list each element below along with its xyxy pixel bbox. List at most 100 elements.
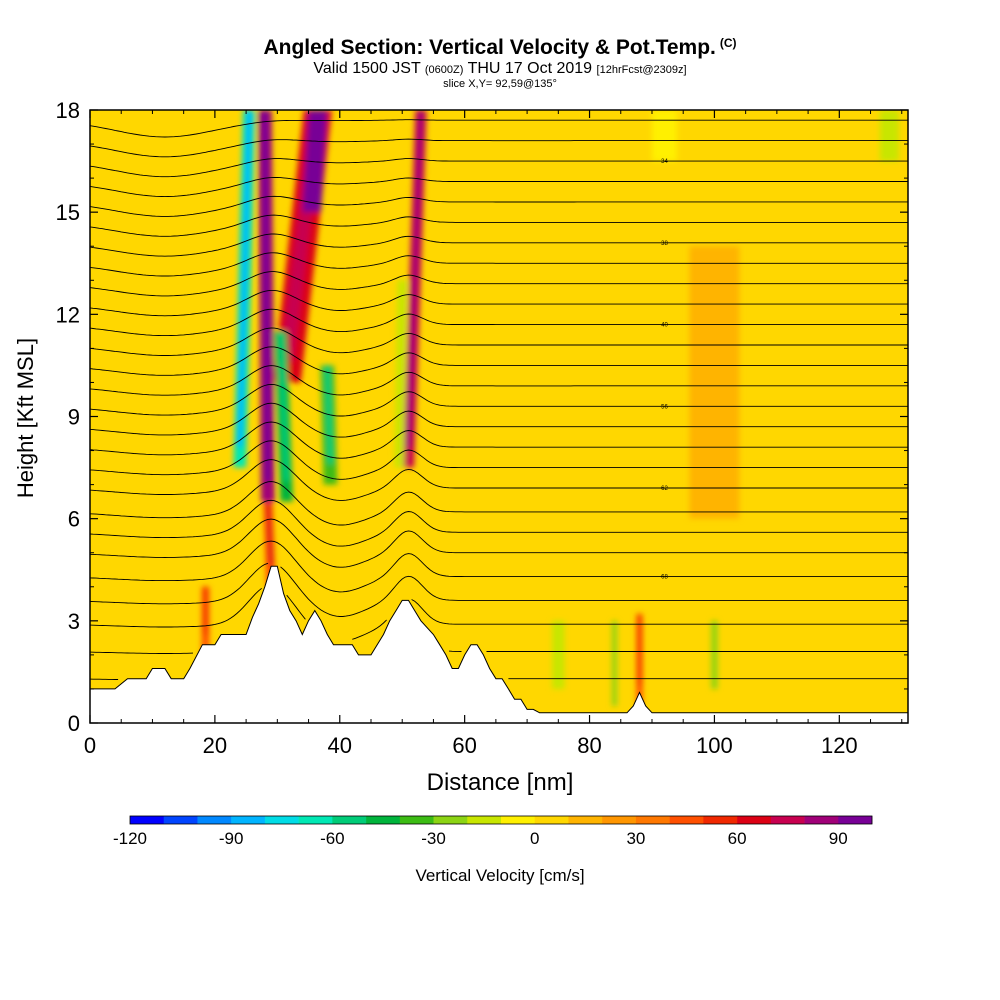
isentrope-26 — [90, 119, 908, 138]
isentrope-9 — [90, 440, 908, 480]
y-tick-label: 18 — [56, 98, 80, 123]
isentrope-label: 62 — [661, 486, 668, 492]
terrain — [89, 565, 909, 724]
colorbar-swatch — [467, 816, 502, 824]
velocity-core-3 — [307, 110, 323, 192]
y-tick-label: 15 — [56, 200, 80, 225]
velocity-core-9 — [203, 586, 208, 635]
valid-date: THU 17 Oct 2019 — [467, 60, 593, 77]
velocity-core-8 — [265, 501, 274, 567]
isentropes: 68 62 56 40 38 34 — [90, 119, 908, 680]
velocity-core-10 — [638, 614, 641, 686]
x-tick-label: 100 — [696, 733, 733, 758]
isentrope-label: 56 — [661, 404, 668, 410]
isentrope-label: 68 — [661, 575, 668, 581]
colorbar-tick-label: 0 — [530, 829, 539, 848]
colorbar-swatch — [635, 816, 670, 824]
terrain-profile — [89, 565, 909, 724]
slice-info: slice X,Y= 92,59@135° — [443, 78, 557, 90]
colorbar-swatch — [602, 816, 637, 824]
y-tick-label: 0 — [68, 711, 80, 736]
y-tick-label: 3 — [68, 609, 80, 634]
isentrope-19 — [90, 252, 908, 277]
isentrope-label: 34 — [661, 159, 668, 165]
x-tick-label: 80 — [577, 733, 601, 758]
isentrope-10 — [90, 421, 908, 459]
chart-title: Angled Section: Vertical Velocity & Pot.… — [0, 36, 1000, 60]
colorbar-frame — [129, 815, 873, 825]
title-tag: (C) — [719, 36, 737, 50]
velocity-core-1 — [261, 110, 272, 482]
velocity-core-4 — [277, 331, 290, 482]
colorbar-swatch — [568, 816, 603, 824]
colorbar-swatch — [501, 816, 536, 824]
title-text: Angled Section: Vertical Velocity & Pot.… — [263, 36, 716, 59]
x-tick-label: 60 — [452, 733, 476, 758]
isentrope-25 — [90, 138, 908, 158]
x-tick-label: 40 — [328, 733, 352, 758]
colorbar-tick-label: 90 — [829, 829, 848, 848]
isentrope-4 — [90, 540, 908, 593]
colorbar-tick-label: -90 — [219, 829, 244, 848]
isentrope-label: 40 — [661, 323, 668, 329]
velocity-feature-16 — [651, 110, 677, 162]
colorbar-swatch — [399, 816, 434, 824]
isentrope-14 — [90, 346, 908, 376]
colorbar-swatch — [298, 816, 333, 824]
colorbar: -120 -90 -60 -30 0 30 60 90 — [113, 815, 873, 848]
forecast-info: [12hrFcst@2309z] — [596, 64, 687, 76]
colorbar-swatch — [130, 816, 165, 824]
velocity-feature-15 — [879, 110, 899, 162]
isentrope-2 — [90, 587, 908, 640]
isentrope-0 — [90, 678, 908, 680]
x-tick-label: 120 — [821, 733, 858, 758]
colorbar-swatch — [737, 816, 772, 824]
velocity-core-0 — [237, 110, 253, 448]
colorbar-swatch — [703, 816, 738, 824]
colorbar-tick-label: -30 — [421, 829, 446, 848]
colorbar-swatch — [366, 816, 401, 824]
velocity-feature-13 — [711, 620, 718, 689]
isentrope-8 — [90, 459, 908, 501]
colorbar-tick-label: 30 — [626, 829, 645, 848]
isentrope-6 — [90, 499, 908, 547]
velocity-feature-7 — [394, 280, 407, 468]
isentrope-24 — [90, 158, 908, 178]
isentrope-label: 38 — [661, 241, 668, 247]
x-axis-label: Distance [nm] — [427, 769, 574, 796]
isentrope-17 — [90, 289, 908, 317]
y-tick-label: 12 — [56, 302, 80, 327]
isentrope-13 — [90, 365, 908, 396]
isentrope-7 — [90, 481, 908, 526]
colorbar-swatch — [534, 816, 569, 824]
velocity-feature-12 — [552, 620, 565, 689]
isentrope-1 — [90, 650, 908, 654]
x-tick-label: 20 — [203, 733, 227, 758]
colorbar-tick-label: -120 — [113, 829, 147, 848]
colorbar-swatch — [433, 816, 468, 824]
utc-time: (0600Z) — [424, 64, 464, 76]
colorbar-swatch — [838, 816, 873, 824]
isentrope-18 — [90, 271, 908, 297]
velocity-feature-11 — [612, 620, 618, 706]
x-tick-label: 0 — [84, 733, 96, 758]
velocity-features — [201, 110, 899, 706]
colorbar-tick-label: 60 — [728, 829, 747, 848]
colorbar-swatch — [770, 816, 805, 824]
colorbar-swatch — [197, 816, 232, 824]
y-tick-label: 9 — [68, 405, 80, 430]
isentrope-3 — [90, 562, 908, 617]
y-axis-label: Height [Kft MSL] — [13, 338, 38, 498]
isentrope-16 — [90, 308, 908, 337]
colorbar-swatch — [264, 816, 299, 824]
isentrope-22 — [90, 195, 908, 217]
valid-time: Valid 1500 JST — [313, 60, 421, 77]
chart-subtitle: Valid 1500 JST (0600Z) THU 17 Oct 2019 [… — [0, 60, 1000, 78]
isentrope-12 — [90, 383, 908, 417]
isentrope-20 — [90, 233, 908, 257]
velocity-core-6 — [405, 110, 424, 448]
isentrope-11 — [90, 402, 908, 438]
axes: 0 20 40 60 80 100 120 0 3 6 9 12 15 18 — [56, 98, 908, 758]
colorbar-tick-label: -60 — [320, 829, 345, 848]
